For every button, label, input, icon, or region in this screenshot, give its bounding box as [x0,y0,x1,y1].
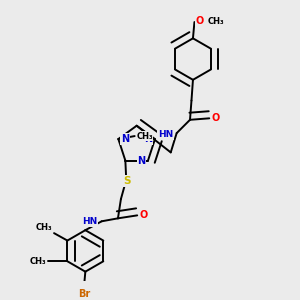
Text: S: S [123,176,130,186]
Text: N: N [137,156,146,166]
Text: CH₃: CH₃ [30,257,47,266]
Text: O: O [212,113,220,123]
Text: O: O [196,16,204,26]
Text: O: O [140,210,148,220]
Text: N: N [121,134,129,144]
Text: HN: HN [158,130,173,139]
Text: CH₃: CH₃ [208,16,224,26]
Text: Br: Br [78,290,90,299]
Text: N: N [145,134,153,144]
Text: CH₃: CH₃ [136,132,153,141]
Text: HN: HN [82,217,97,226]
Text: CH₃: CH₃ [36,223,52,232]
